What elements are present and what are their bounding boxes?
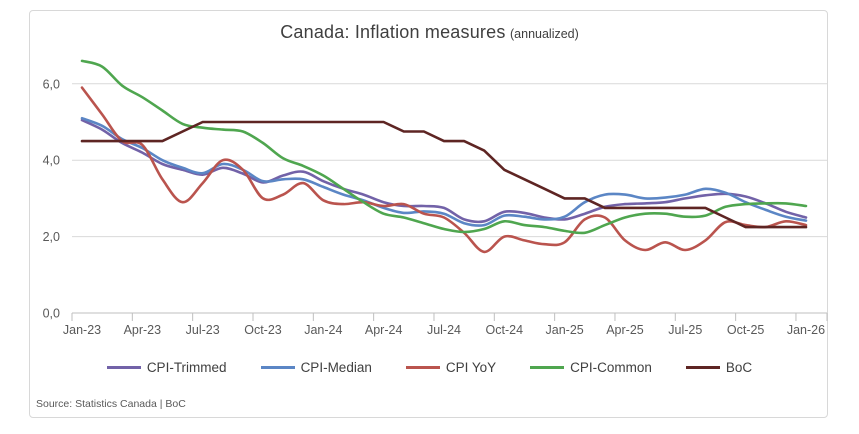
- legend-item-cpi-trimmed: CPI-Trimmed: [106, 360, 227, 375]
- chart-title-row: Canada: Inflation measures (annualized): [0, 22, 859, 43]
- chart-subtitle: (annualized): [510, 27, 579, 41]
- x-axis-label: Apr-24: [365, 323, 403, 337]
- x-axis-label: Oct-24: [486, 323, 524, 337]
- legend-line-swatch: [685, 366, 720, 369]
- x-axis-label: Oct-25: [727, 323, 765, 337]
- series-line-cpi-median: [80, 116, 808, 227]
- x-axis-label: Jan-24: [304, 323, 342, 337]
- x-axis-label: Apr-23: [124, 323, 162, 337]
- series-line-boc: [80, 120, 808, 229]
- legend-item-boc: BoC: [685, 360, 753, 375]
- x-axis-label: Jul-25: [668, 323, 702, 337]
- x-axis-label: Jul-23: [186, 323, 220, 337]
- chart-title: Canada: Inflation measures: [280, 22, 506, 42]
- y-axis-label: 4,0: [43, 154, 60, 168]
- chart-legend: CPI-Trimmed CPI-Median CPI YoY CPI-Common Bo…: [0, 360, 859, 375]
- legend-label: CPI-Median: [300, 360, 372, 375]
- legend-label: CPI-Trimmed: [146, 360, 227, 375]
- source-note: Source: Statistics Canada | BoC: [36, 398, 186, 410]
- x-axis-label: Jul-24: [427, 323, 461, 337]
- legend-item-cpi-yoy: CPI YoY: [405, 360, 497, 375]
- legend-line-swatch: [530, 366, 565, 369]
- legend-item-cpi-median: CPI-Median: [260, 360, 372, 375]
- x-axis-label: Oct-23: [244, 323, 282, 337]
- x-axis-label: Jan-25: [546, 323, 584, 337]
- legend-label: CPI YoY: [445, 360, 497, 375]
- y-axis-label: 2,0: [43, 230, 60, 244]
- legend-line-swatch: [106, 366, 141, 369]
- y-axis-label: 0,0: [43, 307, 60, 321]
- legend-line-swatch: [260, 366, 295, 369]
- legend-label: CPI-Common: [570, 360, 652, 375]
- x-axis-label: Jan-23: [63, 323, 101, 337]
- legend-label: BoC: [725, 360, 753, 375]
- y-axis-label: 6,0: [43, 77, 60, 91]
- legend-item-cpi-common: CPI-Common: [530, 360, 652, 375]
- x-axis-label: Jan-26: [787, 323, 825, 337]
- legend-line-swatch: [405, 366, 440, 369]
- x-axis-label: Apr-25: [606, 323, 644, 337]
- series-line-cpi-yoy: [80, 86, 808, 254]
- series-line-cpi-trimmed: [80, 118, 808, 224]
- series-line-cpi-common: [80, 59, 808, 235]
